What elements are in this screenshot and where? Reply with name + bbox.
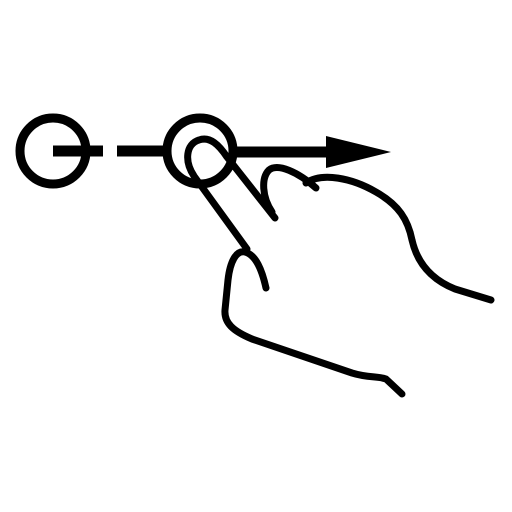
arrow-head-icon (326, 136, 391, 168)
index-finger-outline (184, 135, 279, 253)
hand-icon (184, 135, 495, 398)
hand-back-outline (302, 173, 495, 304)
thumb-palm-outline (221, 248, 406, 398)
middle-finger-outline (260, 164, 320, 216)
